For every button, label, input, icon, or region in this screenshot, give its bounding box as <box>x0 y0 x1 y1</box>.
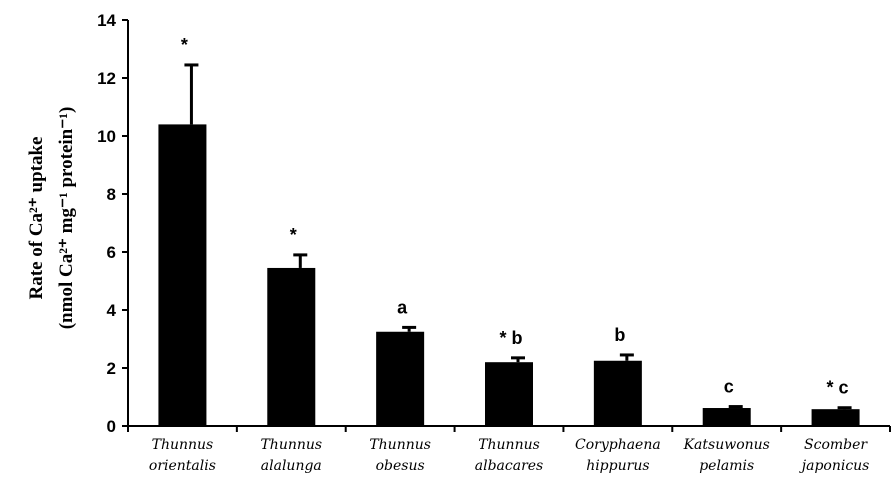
bar <box>267 267 316 426</box>
y-tick-label: 8 <box>107 185 116 204</box>
y-tick-label: 4 <box>107 301 117 320</box>
y-tick-label: 10 <box>97 127 116 146</box>
bar <box>485 362 533 426</box>
bar <box>376 331 425 426</box>
y-tick-label: 14 <box>97 11 116 30</box>
category-label-line1: Scomber <box>804 437 868 453</box>
significance-label: * <box>181 35 188 55</box>
category-label-line1: Thunnus <box>369 437 431 453</box>
significance-label: * c <box>827 378 849 398</box>
y-axis-title-line2: (nmol Ca²⁺ mg⁻¹ protein⁻¹) <box>56 107 77 330</box>
category-labels: Thunnus orientalis Thunnus alalunga Thunnus o… <box>149 437 869 474</box>
category-label-line2: japonicus <box>799 458 870 474</box>
bar <box>811 409 860 426</box>
y-tick-label: 2 <box>107 359 116 378</box>
category-label-line1: Thunnus <box>152 437 214 453</box>
x-axis <box>127 425 891 432</box>
bar <box>158 124 207 427</box>
category-label-line1: Katsuwonus <box>683 437 770 453</box>
error-bars <box>184 63 852 410</box>
category-label-line2: obesus <box>376 458 425 474</box>
significance-label: a <box>397 297 408 317</box>
y-tick-label: 6 <box>107 243 116 262</box>
y-tick-label: 0 <box>107 417 116 436</box>
y-axis: 0 2 4 6 8 10 12 14 <box>97 11 129 436</box>
category-label-line2: hippurus <box>586 458 649 474</box>
y-axis-title-line1: Rate of Ca²⁺ uptake <box>26 137 47 300</box>
category-label-line2: orientalis <box>149 458 216 474</box>
category-label-line1: Coryphaena <box>575 437 661 453</box>
category-label-line1: Thunnus <box>260 437 322 453</box>
category-label-line2: pelamis <box>699 458 754 474</box>
bar <box>593 360 642 426</box>
significance-label: b <box>614 325 625 345</box>
category-label-line1: Thunnus <box>478 437 540 453</box>
significance-label: c <box>724 377 734 397</box>
bars <box>158 124 860 427</box>
category-label-line2: alalunga <box>261 458 322 474</box>
category-label-line2: albacares <box>475 458 543 474</box>
significance-label: * b <box>499 328 522 348</box>
significance-label: * <box>290 225 297 245</box>
significance-annotations: * * a * b b c * c <box>181 35 849 398</box>
y-tick-label: 12 <box>97 69 116 88</box>
bar <box>702 408 751 426</box>
